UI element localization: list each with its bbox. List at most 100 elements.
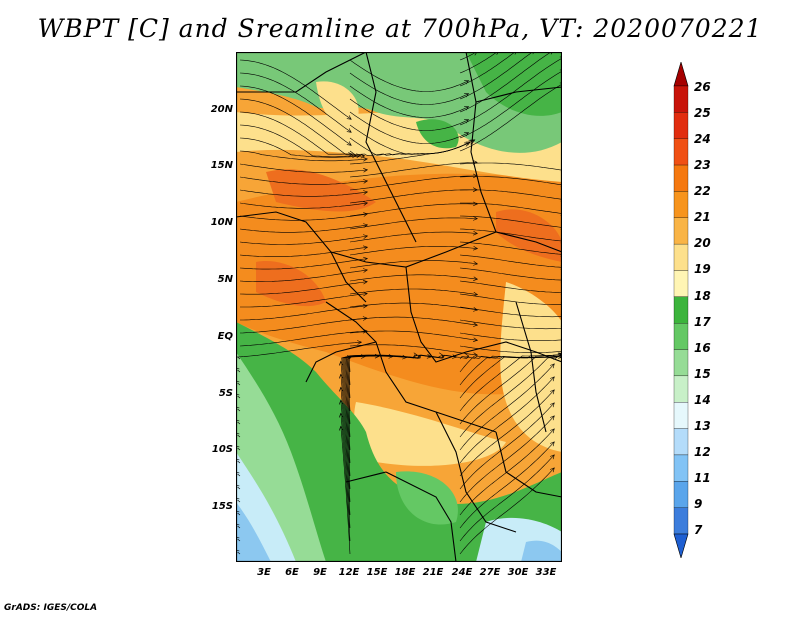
colorbar-segment xyxy=(673,296,689,324)
streamline xyxy=(237,551,241,555)
streamline xyxy=(459,428,555,516)
streamline-arrow xyxy=(472,201,478,207)
colorbar-label: 19 xyxy=(694,262,711,276)
streamline xyxy=(459,332,562,341)
streamline xyxy=(240,293,368,308)
streamline xyxy=(459,363,555,451)
streamline xyxy=(349,162,478,178)
colorbar-label: 14 xyxy=(694,393,711,407)
streamline xyxy=(349,217,478,230)
streamline-arrow xyxy=(346,128,352,133)
streamline xyxy=(239,246,368,257)
streamline-arrow xyxy=(362,303,368,309)
lat-tick-label: 15S xyxy=(211,501,233,512)
streamline-arrow xyxy=(549,441,555,447)
streamline xyxy=(239,213,368,221)
colorbar-segment xyxy=(673,164,689,192)
streamline-arrow xyxy=(473,230,478,236)
colorbar-label: 18 xyxy=(694,289,711,303)
streamline-arrow xyxy=(338,412,344,418)
streamline xyxy=(459,254,562,268)
warm-patch-east xyxy=(496,209,562,262)
streamline xyxy=(239,176,368,185)
streamline xyxy=(349,98,469,131)
deep-orange-region xyxy=(236,173,562,395)
colorbar-segment xyxy=(673,349,689,377)
streamline xyxy=(237,395,241,399)
colorbar-segment xyxy=(673,217,689,245)
streamline-arrow xyxy=(363,190,369,195)
streamline-arrow xyxy=(472,52,478,56)
yellow-south-region xyxy=(354,402,506,466)
colorbar-segment xyxy=(673,243,689,271)
streamline xyxy=(237,408,241,412)
streamline xyxy=(239,124,361,157)
lat-tick-label: 5N xyxy=(217,274,233,285)
lat-tick-label: 15N xyxy=(210,160,233,171)
map-panel xyxy=(235,51,563,563)
streamline xyxy=(239,163,368,173)
lat-tick-label: EQ xyxy=(217,331,233,342)
colorbar-label: 21 xyxy=(694,210,711,224)
streamline xyxy=(459,376,555,464)
streamline-arrow xyxy=(338,373,344,379)
streamline xyxy=(239,330,368,347)
streamline-arrow xyxy=(473,245,479,251)
streamline xyxy=(460,202,562,214)
streamline-arrow xyxy=(413,352,419,358)
streamline xyxy=(459,356,559,399)
colorbar xyxy=(673,62,689,558)
streamline xyxy=(239,235,368,245)
streamline-arrow xyxy=(402,354,408,360)
streamline xyxy=(349,302,478,311)
lon-tick-label: 33E xyxy=(535,567,557,578)
warm-patch-north xyxy=(266,169,376,212)
lat-tick-label: 10N xyxy=(210,217,233,228)
streamline xyxy=(459,241,562,255)
streamline xyxy=(349,246,478,256)
streamline xyxy=(459,84,562,152)
streamline xyxy=(237,460,241,464)
streamline xyxy=(340,413,351,542)
lon-tick-label: 9E xyxy=(313,567,327,578)
streamline xyxy=(459,52,533,100)
streamline xyxy=(459,467,555,555)
streamline xyxy=(459,319,562,330)
colorbar-segment xyxy=(673,270,689,297)
streamline xyxy=(349,344,478,356)
streamline xyxy=(239,98,353,155)
streamline xyxy=(349,59,469,92)
lat-tick-label: 10S xyxy=(211,444,233,455)
streamline xyxy=(239,189,368,197)
streamline xyxy=(239,281,368,295)
streamline-arrow xyxy=(473,276,479,281)
colorbar-label: 13 xyxy=(694,419,711,433)
streamline-arrow xyxy=(357,340,363,345)
streamline-arrow xyxy=(363,234,369,239)
streamline xyxy=(349,203,478,217)
streamline xyxy=(237,486,241,490)
streamline xyxy=(459,71,562,139)
streamline xyxy=(459,267,562,281)
colorbar-label: 22 xyxy=(694,184,711,198)
streamline-arrow xyxy=(438,352,444,357)
streamline xyxy=(459,52,515,87)
streamline xyxy=(237,421,241,425)
streamline xyxy=(349,139,475,165)
colorbar-label: 7 xyxy=(694,523,703,537)
streamline xyxy=(340,374,351,503)
lon-tick-label: 15E xyxy=(366,567,388,578)
colorbar-label: 11 xyxy=(694,471,711,485)
streamline-arrow xyxy=(346,141,352,146)
streamline-arrow xyxy=(473,261,479,266)
streamline xyxy=(459,215,562,228)
streamline-arrow xyxy=(363,179,369,184)
streamline xyxy=(239,258,368,270)
streamline-arrow xyxy=(363,201,369,206)
lon-tick-label: 24E xyxy=(451,567,473,578)
colorbar-label: 25 xyxy=(694,106,711,120)
lat-tick-label: 5S xyxy=(218,388,233,399)
streamline-arrow xyxy=(363,256,368,262)
streamline xyxy=(459,354,562,425)
lon-tick-label: 12E xyxy=(338,567,360,578)
